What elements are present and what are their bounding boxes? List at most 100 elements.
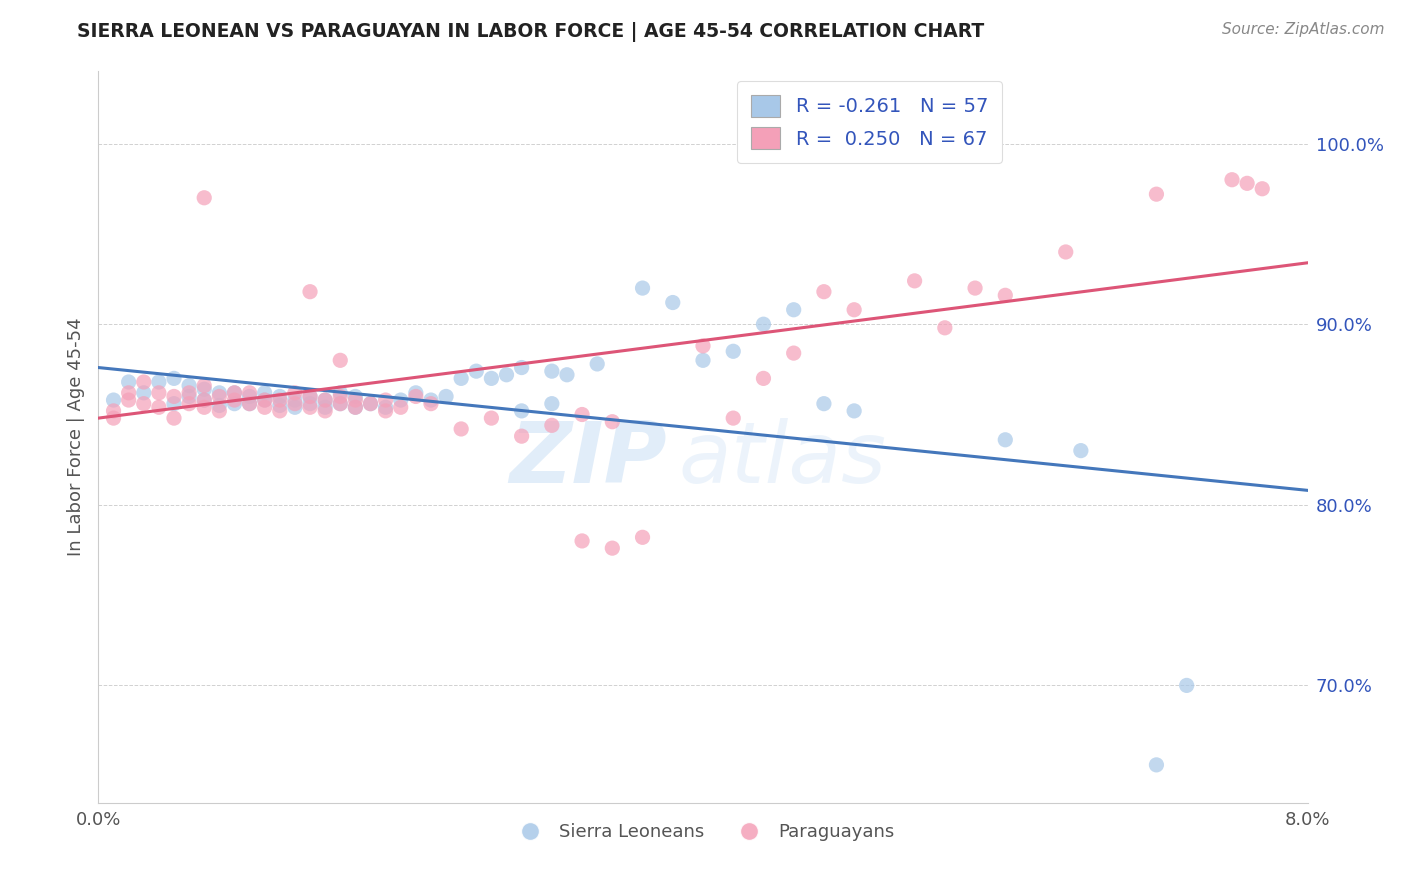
Point: [208, 404, 231, 418]
Point: [571, 408, 593, 422]
Point: [329, 397, 352, 411]
Point: [179, 378, 201, 392]
Text: atlas: atlas: [679, 417, 887, 500]
Point: [314, 392, 336, 407]
Point: [571, 533, 593, 548]
Point: [481, 371, 503, 385]
Point: [450, 371, 472, 385]
Point: [284, 401, 307, 415]
Point: [329, 385, 352, 400]
Point: [631, 530, 654, 544]
Point: [1146, 187, 1168, 202]
Point: [344, 401, 367, 415]
Point: [118, 375, 141, 389]
Point: [481, 411, 503, 425]
Point: [631, 281, 654, 295]
Point: [329, 353, 352, 368]
Point: [692, 353, 714, 368]
Point: [540, 364, 562, 378]
Text: ZIP: ZIP: [509, 417, 666, 500]
Point: [163, 371, 186, 385]
Point: [1146, 757, 1168, 772]
Point: [299, 389, 322, 403]
Point: [253, 392, 276, 407]
Point: [389, 392, 412, 407]
Point: [420, 392, 443, 407]
Point: [269, 404, 291, 418]
Point: [253, 401, 276, 415]
Point: [405, 385, 427, 400]
Point: [994, 433, 1017, 447]
Point: [208, 385, 231, 400]
Point: [510, 360, 533, 375]
Point: [329, 389, 352, 403]
Text: SIERRA LEONEAN VS PARAGUAYAN IN LABOR FORCE | AGE 45-54 CORRELATION CHART: SIERRA LEONEAN VS PARAGUAYAN IN LABOR FO…: [77, 22, 984, 42]
Point: [179, 397, 201, 411]
Point: [132, 375, 155, 389]
Point: [284, 397, 307, 411]
Point: [224, 392, 246, 407]
Point: [904, 274, 927, 288]
Point: [163, 397, 186, 411]
Point: [813, 285, 835, 299]
Point: [239, 385, 262, 400]
Point: [314, 401, 336, 415]
Point: [602, 415, 624, 429]
Point: [1236, 177, 1258, 191]
Point: [344, 401, 367, 415]
Point: [1070, 443, 1092, 458]
Point: [299, 285, 322, 299]
Point: [314, 404, 336, 418]
Point: [314, 392, 336, 407]
Point: [405, 389, 427, 403]
Point: [1220, 172, 1243, 186]
Point: [540, 397, 562, 411]
Point: [269, 389, 291, 403]
Point: [389, 401, 412, 415]
Point: [193, 378, 215, 392]
Point: [540, 418, 562, 433]
Point: [284, 385, 307, 400]
Point: [193, 392, 215, 407]
Point: [299, 401, 322, 415]
Point: [434, 389, 457, 403]
Point: [208, 389, 231, 403]
Point: [465, 364, 488, 378]
Y-axis label: In Labor Force | Age 45-54: In Labor Force | Age 45-54: [66, 318, 84, 557]
Point: [163, 389, 186, 403]
Point: [269, 392, 291, 407]
Point: [344, 392, 367, 407]
Point: [555, 368, 578, 382]
Point: [374, 404, 396, 418]
Point: [329, 397, 352, 411]
Point: [299, 389, 322, 403]
Point: [586, 357, 609, 371]
Point: [132, 397, 155, 411]
Point: [374, 392, 396, 407]
Point: [360, 397, 382, 411]
Point: [269, 399, 291, 413]
Point: [148, 385, 170, 400]
Point: [148, 401, 170, 415]
Point: [299, 397, 322, 411]
Point: [813, 397, 835, 411]
Point: [224, 385, 246, 400]
Point: [118, 385, 141, 400]
Point: [103, 392, 125, 407]
Point: [661, 295, 683, 310]
Point: [118, 392, 141, 407]
Point: [934, 321, 956, 335]
Point: [344, 389, 367, 403]
Point: [420, 397, 443, 411]
Point: [1054, 244, 1077, 259]
Point: [994, 288, 1017, 302]
Point: [783, 346, 806, 360]
Point: [510, 404, 533, 418]
Point: [193, 191, 215, 205]
Point: [723, 344, 745, 359]
Point: [752, 371, 775, 385]
Point: [510, 429, 533, 443]
Point: [844, 302, 866, 317]
Point: [163, 411, 186, 425]
Point: [239, 389, 262, 403]
